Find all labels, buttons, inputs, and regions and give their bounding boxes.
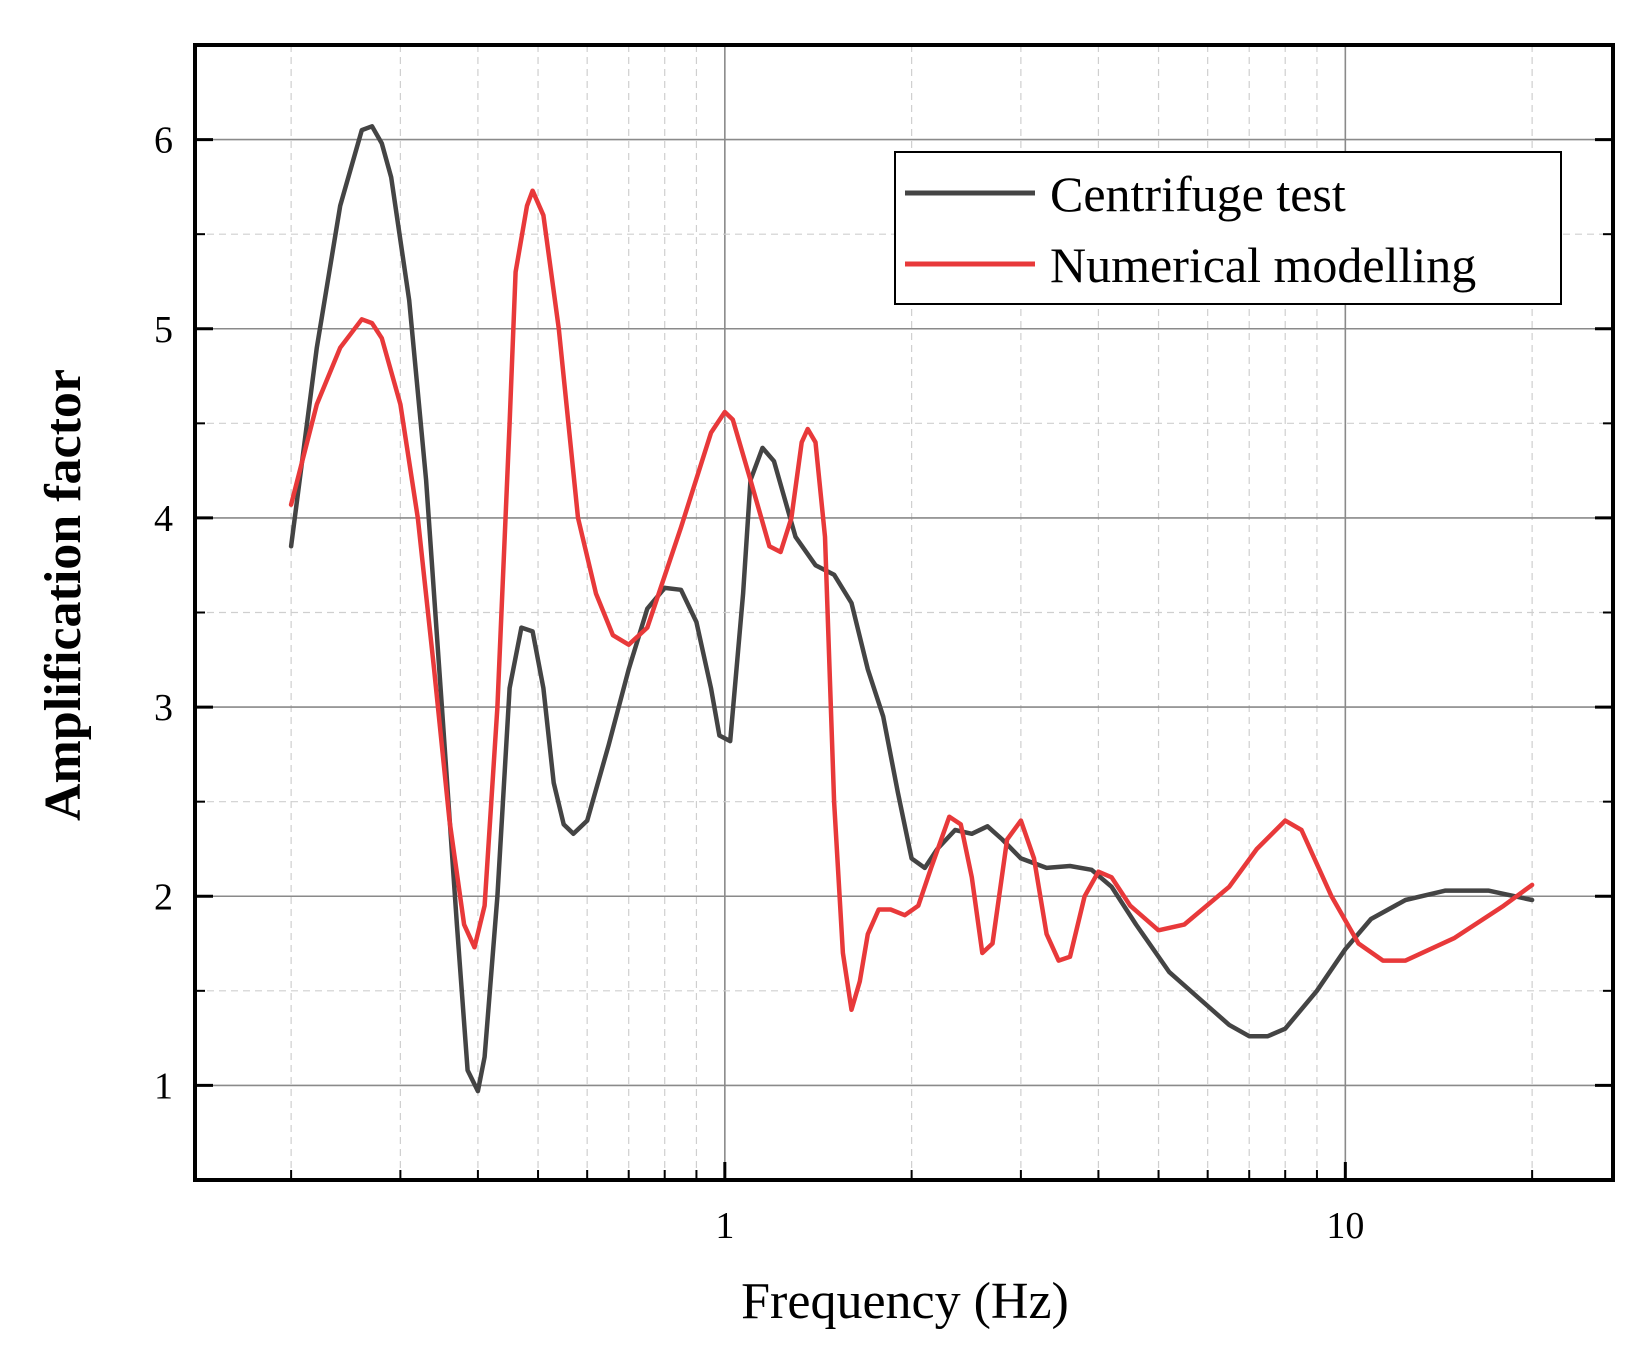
series-line-centrifuge-test: [288, 124, 1535, 1094]
ticks: 1 10 1 2 3 4 5 6: [154, 44, 1613, 1247]
x-tick-label: 1: [715, 1205, 734, 1247]
legend-label-centrifuge: Centrifuge test: [1050, 166, 1346, 222]
y-tick-label: 2: [154, 876, 173, 918]
y-tick-label: 1: [154, 1065, 173, 1107]
series-layer: [288, 124, 1535, 1094]
y-tick-label: 4: [154, 498, 173, 540]
y-axis-title: Amplification factor: [35, 369, 92, 821]
series-line-numerical-modelling: [288, 188, 1535, 1013]
y-tick-label: 6: [154, 120, 173, 162]
x-axis-title: Frequency (Hz): [741, 1273, 1069, 1330]
y-tick-label: 5: [154, 309, 173, 351]
legend: Centrifuge test Numerical modelling: [894, 151, 1562, 305]
x-tick-label: 10: [1326, 1205, 1364, 1247]
legend-box: [894, 151, 1562, 305]
legend-label-numerical: Numerical modelling: [1050, 237, 1476, 293]
y-tick-label: 3: [154, 687, 173, 729]
